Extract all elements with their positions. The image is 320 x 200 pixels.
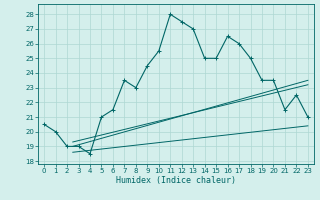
X-axis label: Humidex (Indice chaleur): Humidex (Indice chaleur) [116, 176, 236, 185]
